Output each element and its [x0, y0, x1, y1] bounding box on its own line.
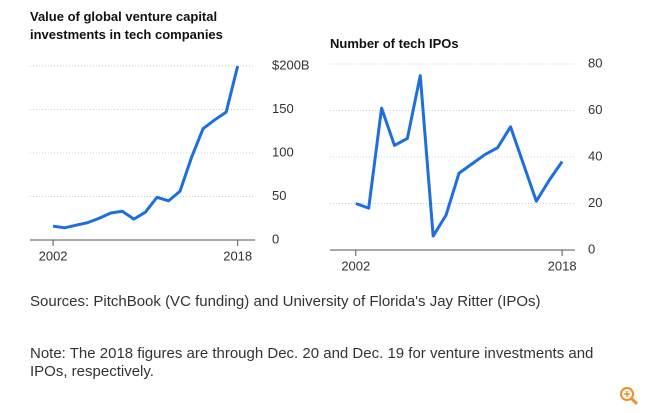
sources: Sources: PitchBook (VC funding) and Univ… — [30, 293, 541, 310]
y-tick-label: 20 — [588, 195, 602, 210]
chart-title: Value of global venture capital investme… — [30, 9, 223, 42]
y-tick-label: 40 — [588, 148, 602, 163]
x-tick-label: 2018 — [223, 248, 252, 263]
y-tick-label: 0 — [588, 241, 595, 256]
y-tick-label: 60 — [588, 102, 602, 117]
note: Note: The 2018 figures are through Dec. … — [30, 345, 594, 380]
x-tick-label: 2002 — [341, 258, 370, 273]
chart-title: Number of tech IPOs — [330, 36, 459, 51]
y-tick-label: 50 — [272, 188, 286, 203]
data-line — [355, 74, 564, 238]
zoom-icon[interactable] — [620, 387, 639, 406]
x-tick-label: 2002 — [39, 248, 68, 263]
y-tick-label: 150 — [272, 101, 294, 116]
y-tick-label: 80 — [588, 55, 602, 70]
y-tick-label: $200B — [272, 57, 310, 72]
y-tick-label: 0 — [272, 231, 279, 246]
x-tick-label: 2018 — [548, 258, 577, 273]
data-line — [52, 65, 240, 230]
y-tick-label: 100 — [272, 144, 294, 159]
